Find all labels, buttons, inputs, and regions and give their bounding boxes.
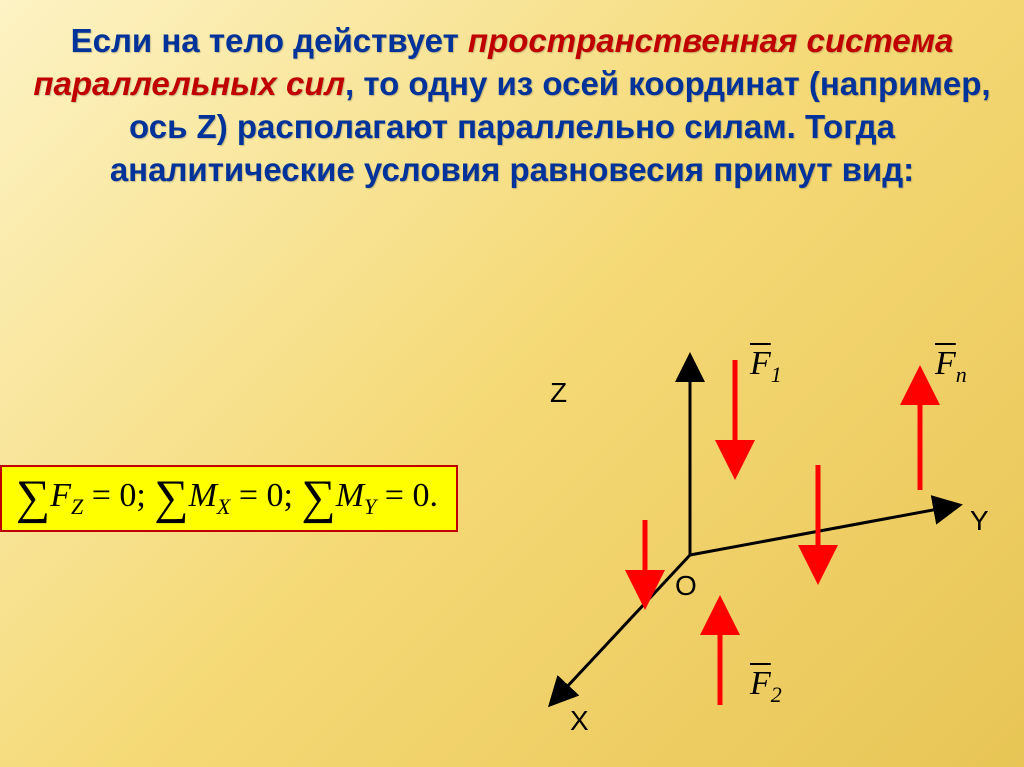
force-diagram: Z Y X O F1 Fn F2 [490, 335, 1010, 755]
force-label-1: Fn [935, 345, 967, 388]
axis-label-o: O [675, 570, 697, 602]
title-block: Если на тело действует пространственная … [0, 0, 1024, 202]
force-label-2: F2 [750, 665, 782, 708]
force-label-0: F1 [750, 345, 782, 388]
axis-label-z: Z [550, 377, 567, 409]
axis-label-y: Y [970, 505, 989, 537]
equilibrium-formula: ∑FZ = 0; ∑MX = 0; ∑MY = 0. [0, 465, 458, 532]
title-part1: Если на тело действует [71, 22, 468, 59]
axis-label-x: X [570, 705, 589, 737]
